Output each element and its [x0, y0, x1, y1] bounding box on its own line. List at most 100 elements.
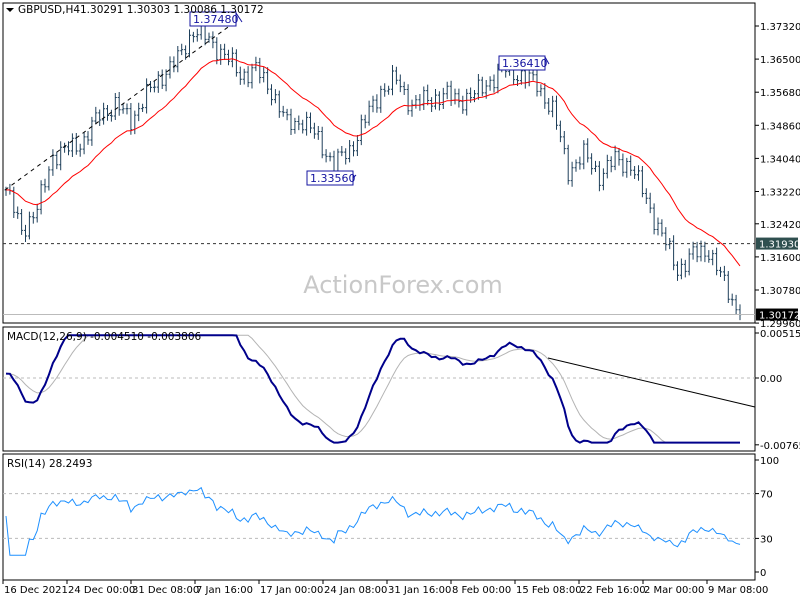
- price-bar: [629, 155, 633, 176]
- price-bar: [363, 114, 367, 129]
- price-bar: [488, 76, 492, 91]
- macd-tick-label: 0.005152: [760, 329, 800, 340]
- price-bar: [371, 95, 375, 113]
- price-bar: [43, 178, 47, 193]
- price-level-tag-label: 1.30172: [759, 311, 800, 322]
- price-tick-label: 1.36500: [760, 55, 800, 66]
- price-bar: [691, 241, 695, 260]
- price-bar: [20, 209, 24, 235]
- rsi-pane: [2, 453, 756, 581]
- price-bar: [551, 95, 555, 118]
- price-bar: [277, 90, 281, 118]
- price-bar: [656, 217, 660, 236]
- price-bar: [70, 133, 74, 157]
- price-bar: [644, 188, 648, 204]
- price-bar: [434, 89, 437, 110]
- time-tick-label: 15 Feb 08:00: [516, 585, 582, 596]
- price-tick-label: 1.34860: [760, 121, 800, 132]
- price-bar: [594, 160, 597, 172]
- price-bar: [480, 76, 484, 97]
- price-annotation-label: 1.33560: [310, 172, 356, 185]
- price-level-tag: [756, 237, 798, 250]
- price-bar: [16, 206, 20, 219]
- price-bar: [129, 103, 133, 135]
- price-bar: [352, 141, 355, 157]
- price-tick-label: 1.34040: [760, 154, 800, 165]
- watermark: ActionForex.com: [303, 271, 503, 299]
- price-tick-label: 1.35680: [760, 88, 800, 99]
- price-bar: [375, 94, 379, 113]
- rsi-line: [5, 486, 741, 556]
- price-bar: [492, 74, 496, 93]
- price-bar: [78, 143, 82, 157]
- macd-tick-label: -0.00765: [760, 441, 800, 452]
- price-bar: [258, 57, 262, 84]
- time-tick-label: 22 Feb 16:00: [580, 585, 646, 596]
- price-bar: [234, 49, 238, 77]
- time-tick-label: 9 Mar 08:00: [708, 585, 768, 596]
- price-bar: [94, 106, 98, 125]
- macd-line: [5, 334, 740, 444]
- price-bar: [90, 116, 94, 146]
- price-bar: [398, 74, 402, 93]
- price-bar: [328, 152, 332, 162]
- price-bar: [289, 108, 293, 135]
- price-bar: [543, 83, 547, 109]
- price-bar: [270, 84, 273, 106]
- price-bar: [242, 68, 246, 85]
- price-bar: [74, 133, 78, 155]
- macd-title: MACD(12,26,9) -0.004510 -0.003806: [7, 331, 202, 343]
- price-tick-label: 1.37320: [760, 22, 800, 33]
- time-tick-label: 7 Jan 16:00: [196, 585, 253, 596]
- time-tick-label: 24 Jan 08:00: [324, 585, 387, 596]
- price-bar: [309, 112, 312, 134]
- price-bar: [152, 81, 156, 93]
- price-bar: [145, 78, 149, 114]
- price-bar: [715, 247, 719, 276]
- price-bar: [180, 43, 184, 56]
- price-tick-label: 1.30780: [760, 286, 800, 297]
- price-bar: [164, 69, 168, 92]
- annotation-leader: [544, 56, 550, 65]
- price-bar: [531, 69, 535, 81]
- time-tick-label: 16 Dec 2021: [4, 585, 68, 596]
- price-bar: [344, 148, 348, 165]
- price-bar: [676, 261, 679, 281]
- price-bar: [621, 153, 625, 177]
- price-bar: [391, 65, 394, 96]
- price-bar: [67, 141, 70, 156]
- price-bar: [687, 248, 691, 276]
- price-bar: [340, 146, 344, 157]
- price-bar: [125, 103, 129, 115]
- price-bar: [223, 43, 227, 60]
- price-tick-label: 1.29960: [760, 319, 800, 330]
- price-bar: [625, 157, 629, 178]
- price-bar: [211, 31, 215, 49]
- price-bar: [24, 224, 27, 242]
- price-bar: [652, 203, 656, 235]
- price-bar: [156, 71, 160, 93]
- price-bar: [297, 115, 301, 131]
- price-bar: [605, 154, 609, 179]
- price-bar: [320, 126, 324, 159]
- price-bar: [227, 49, 230, 66]
- rsi-title: RSI(14) 28.2493: [7, 458, 92, 470]
- price-bar: [679, 258, 683, 280]
- price-bar: [726, 271, 730, 303]
- price-bar: [578, 156, 582, 170]
- price-tick-label: 1.31600: [760, 253, 800, 264]
- price-bar: [246, 66, 250, 88]
- price-bar: [359, 114, 363, 146]
- price-bar: [254, 56, 258, 72]
- collapse-triangle-icon[interactable]: [6, 8, 14, 12]
- time-tick-label: 31 Dec 08:00: [132, 585, 199, 596]
- price-bar: [387, 85, 391, 95]
- price-bar: [672, 235, 676, 271]
- price-bar: [113, 93, 117, 120]
- price-bar: [109, 109, 113, 122]
- price-bar: [82, 132, 86, 155]
- price-bar: [230, 47, 234, 68]
- price-bar: [683, 259, 687, 278]
- price-bar: [55, 151, 59, 170]
